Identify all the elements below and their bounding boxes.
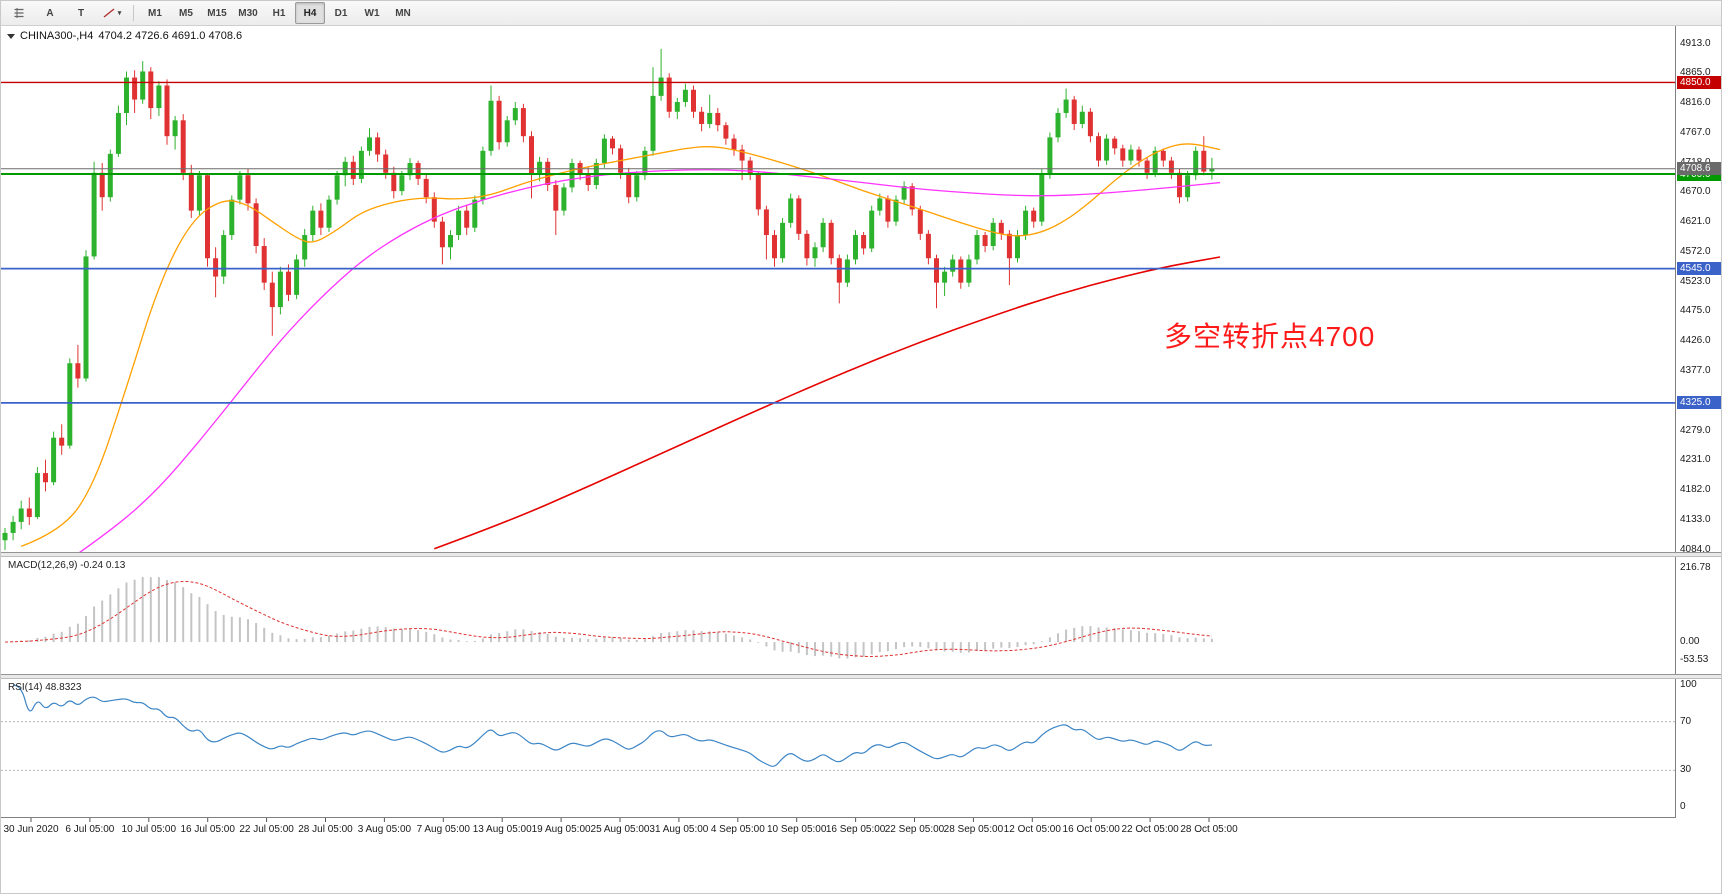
macd-values: -0.24 0.13 (80, 560, 126, 571)
time-tick-label: 16 Sep 05:00 (825, 824, 886, 835)
timeframe-d1[interactable]: D1 (334, 7, 348, 19)
price-tick-label: 4084.0 (1680, 544, 1711, 555)
label-tool-label: A (46, 7, 54, 19)
text-tool-label: T (77, 7, 85, 19)
price-level-flag: 4325.0 (1677, 396, 1721, 410)
time-tick-label: 16 Oct 05:00 (1062, 824, 1120, 835)
annotation-text[interactable]: 多空转折点4700 (1164, 321, 1376, 352)
rsi-tick-label: 30 (1680, 764, 1692, 776)
price-level-flag: 4850.0 (1677, 75, 1721, 89)
current-price-flag: 4708.6 (1677, 162, 1721, 176)
panel-splitter-rsi[interactable] (1, 674, 1721, 679)
price-tick-label: 4670.0 (1680, 186, 1711, 198)
price-tick-label: 4523.0 (1680, 276, 1711, 288)
timeframe-h4[interactable]: H4 (295, 2, 325, 24)
price-tick-label: 4426.0 (1680, 335, 1711, 347)
label-tool-button[interactable]: A (35, 2, 65, 24)
timeframe-mn[interactable]: MN (395, 7, 411, 19)
price-tick-label: 4572.0 (1680, 246, 1711, 258)
timeframe-h1[interactable]: H1 (272, 7, 286, 19)
time-tick-label: 13 Aug 05:00 (472, 824, 532, 835)
time-tick-label: 6 Jul 05:00 (65, 824, 115, 835)
trendline-tool-button[interactable]: ▾ (97, 2, 127, 24)
text-tool-button[interactable]: T (66, 2, 96, 24)
time-tick-label: 28 Jul 05:00 (298, 824, 353, 835)
time-tick-label: 16 Jul 05:00 (180, 824, 235, 835)
rsi-indicator-label: RSI(14) 48.8323 (8, 682, 81, 693)
time-tick-label: 4 Sep 05:00 (710, 824, 765, 835)
macd-name: MACD(12,26,9) (8, 560, 78, 571)
time-tick-label: 28 Oct 05:00 (1180, 824, 1238, 835)
chart-list-button[interactable] (4, 2, 34, 24)
time-tick-label: 22 Oct 05:00 (1121, 824, 1179, 835)
ohlc-values: 4704.2 4726.6 4691.0 4708.6 (98, 30, 243, 42)
trendline-icon (103, 8, 115, 18)
time-tick-label: 19 Aug 05:00 (531, 824, 591, 835)
chart-title: CHINA300-,H4 4704.2 4726.6 4691.0 4708.6 (7, 30, 242, 42)
time-axis[interactable]: 30 Jun 2020 6 Jul 05:00 10 Jul 05:00 16 Jul… (1, 819, 1675, 841)
timeframe-m1[interactable]: M1 (148, 7, 162, 19)
candlesticks[interactable] (2, 48, 1215, 550)
time-tick-label: 7 Aug 05:00 (416, 824, 470, 835)
time-tick-label: 25 Aug 05:00 (590, 824, 650, 835)
price-tick-label: 4913.0 (1680, 38, 1711, 49)
macd-tick-label: -53.53 (1680, 654, 1709, 666)
ma-mid-magenta[interactable] (77, 169, 1221, 555)
rsi-name: RSI(14) (8, 682, 43, 693)
price-tick-label: 4377.0 (1680, 365, 1711, 377)
timeframe-m5[interactable]: M5 (179, 7, 193, 19)
price-tick-label: 4767.0 (1680, 127, 1711, 139)
ma-fast-orange[interactable] (20, 143, 1221, 547)
time-tick-label: 28 Sep 05:00 (943, 824, 1004, 835)
timeframe-m15[interactable]: M15 (207, 7, 227, 19)
price-tick-label: 4475.0 (1680, 305, 1711, 317)
time-tick-label: 22 Jul 05:00 (239, 824, 294, 835)
ma-slow-red[interactable] (434, 256, 1221, 550)
grid-icon (14, 8, 24, 18)
timeframe-m30[interactable]: M30 (238, 7, 258, 19)
time-tick-label: 22 Sep 05:00 (884, 824, 945, 835)
macd-tick-label: 0.00 (1680, 636, 1700, 648)
price-tick-label: 4865.0 (1680, 67, 1711, 79)
macd-histogram (12, 576, 1213, 659)
price-axis[interactable]: 4913.04865.04816.04767.04718.04670.04621… (1676, 25, 1721, 841)
price-tick-label: 4816.0 (1680, 97, 1711, 109)
macd-indicator-label: MACD(12,26,9) -0.24 0.13 (8, 560, 125, 571)
panel-splitter-macd[interactable] (1, 552, 1721, 557)
timeframe-w1[interactable]: W1 (364, 7, 380, 19)
rsi-tick-label: 0 (1680, 801, 1686, 812)
caret-down-icon: ▾ (117, 10, 122, 17)
price-tick-label: 4231.0 (1680, 454, 1711, 466)
price-tick-label: 4182.0 (1680, 484, 1711, 496)
macd-tick-label: 216.78 (1680, 561, 1711, 573)
rsi-line (13, 684, 1212, 767)
time-tick-label: 30 Jun 2020 (3, 824, 59, 835)
price-tick-label: 4279.0 (1680, 424, 1711, 436)
time-tick-label: 31 Aug 05:00 (649, 824, 709, 835)
time-tick-label: 10 Sep 05:00 (766, 824, 827, 835)
toolbar: A T ▾ M1 M5 M15 M30 H1 H4 D1 W1 MN (1, 1, 1721, 26)
time-tick-label: 10 Jul 05:00 (121, 824, 177, 835)
macd-signal-line (4, 580, 1212, 658)
price-level-flag: 4545.0 (1677, 262, 1721, 276)
symbol-timeframe-label: CHINA300-,H4 (20, 30, 94, 42)
rsi-tick-label: 70 (1680, 715, 1692, 727)
time-tick-label: 3 Aug 05:00 (357, 824, 412, 835)
price-tick-label: 4133.0 (1680, 514, 1711, 526)
rsi-tick-label: 100 (1680, 679, 1697, 690)
time-tick-label: 12 Oct 05:00 (1003, 824, 1061, 835)
rsi-value: 48.8323 (45, 682, 82, 693)
toolbar-separator (133, 5, 134, 21)
price-tick-label: 4621.0 (1680, 216, 1711, 228)
chart-menu-icon[interactable] (7, 33, 15, 39)
